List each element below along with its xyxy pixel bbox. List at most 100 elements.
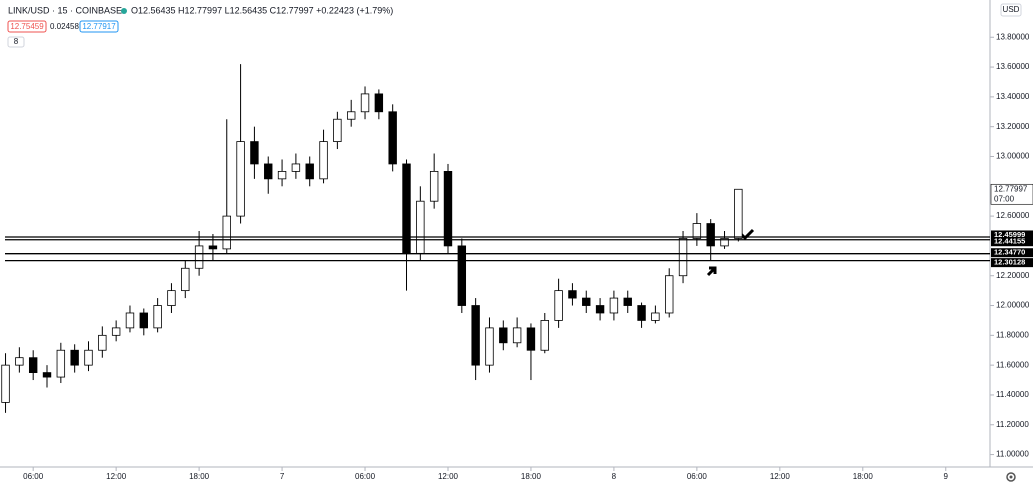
sell-box[interactable] (7, 20, 47, 33)
last-price-tag (990, 183, 1033, 205)
candle-body (333, 118, 342, 142)
candle-body (28, 357, 38, 373)
y-tick-label: 11.80000 (996, 330, 1029, 339)
candle-body (665, 275, 674, 314)
y-tick-label: 13.40000 (996, 92, 1030, 101)
symbol: LINK/USD · 15 · COINBASE (8, 5, 122, 15)
y-tick-label: 13.20000 (996, 122, 1030, 131)
y-tick-label: 11.20000 (996, 420, 1029, 429)
candle-body (443, 170, 453, 247)
candle-body (264, 163, 273, 180)
countdown: 07:00 (994, 194, 1015, 203)
candle-body (319, 141, 328, 180)
x-tick-label: 18:00 (521, 472, 542, 481)
currency-box[interactable] (1000, 3, 1022, 17)
candle-body (291, 163, 301, 172)
candle-body (42, 372, 52, 378)
level-label: 12.44155 (994, 237, 1025, 246)
last-price-label: 12.77997 (994, 184, 1028, 193)
x-tick-label: 12:00 (438, 472, 459, 481)
y-tick-label: 13.80000 (996, 32, 1030, 41)
candle-body (111, 327, 121, 336)
x-tick-label: 18:00 (853, 472, 874, 481)
x-tick-label: 06:00 (687, 472, 708, 481)
level-tag (991, 230, 1033, 240)
candle-body (416, 200, 425, 254)
settings-icon[interactable] (1006, 472, 1016, 482)
ohlc: O12.56435 H12.77997 L12.56435 C12.77997 … (131, 5, 393, 15)
candle-body (678, 238, 688, 277)
candle-body (526, 327, 536, 351)
level-label: 12.45999 (994, 230, 1025, 239)
candle-body (457, 245, 467, 306)
candle-body (595, 305, 605, 314)
candle-body (388, 111, 397, 165)
x-tick-label: 06:00 (23, 472, 44, 481)
x-tick-label: 8 (612, 472, 617, 481)
candle-body (554, 290, 563, 321)
candle-body (15, 357, 24, 366)
y-tick-label: 13.60000 (996, 62, 1030, 71)
buy-box[interactable] (79, 20, 119, 33)
candle-body (499, 327, 508, 344)
candle-body (56, 349, 66, 378)
candle-body (305, 163, 314, 180)
candle-body (706, 223, 715, 247)
level-tag (991, 237, 1033, 247)
candle-body (637, 305, 646, 321)
candle-body (485, 327, 494, 366)
candle-body (651, 312, 660, 321)
candle-body (277, 170, 287, 180)
candle-body (568, 290, 577, 299)
x-tick-label: 9 (944, 472, 949, 481)
candle-body (734, 188, 743, 239)
spread: 0.02458 (50, 22, 79, 31)
x-tick-label: 18:00 (189, 472, 210, 481)
indicator-count: 8 (14, 37, 19, 46)
candle-body (236, 141, 245, 217)
x-tick-label: 06:00 (355, 472, 376, 481)
y-tick-label: 11.00000 (996, 450, 1029, 459)
y-tick-label: 11.60000 (996, 360, 1029, 369)
y-tick-label: 12.00000 (996, 301, 1030, 310)
candle-body (98, 334, 107, 351)
y-tick-label: 12.20000 (996, 271, 1030, 280)
candle-body (429, 170, 439, 202)
candle-body (125, 312, 135, 329)
candle-body (194, 245, 204, 269)
candle-body (540, 320, 549, 351)
candle-body (181, 267, 190, 292)
indicators-toggle[interactable] (7, 36, 25, 48)
level-label: 12.34770 (994, 248, 1025, 257)
candle-body (471, 305, 480, 366)
x-tick-label: 12:00 (106, 472, 127, 481)
candle-body (360, 93, 370, 113)
currency: USD (1003, 5, 1020, 14)
level-tag (991, 248, 1033, 258)
candle-body (167, 290, 176, 306)
candle-body (346, 111, 356, 120)
candle-body (250, 141, 259, 165)
y-tick-label: 13.00000 (996, 152, 1030, 161)
candle-body (70, 349, 79, 366)
candle-body (512, 327, 522, 344)
arrow-annotation (706, 266, 717, 277)
y-tick-label: 12.60000 (996, 211, 1030, 220)
candle-body (582, 297, 591, 306)
buy-price: 12.77917 (82, 22, 116, 31)
candle-body (139, 312, 149, 329)
candle-body (374, 93, 384, 113)
candle-body (84, 349, 93, 366)
level-tag (991, 258, 1033, 268)
status-dot (121, 8, 127, 14)
level-label: 12.30128 (994, 258, 1025, 267)
candle-body (1, 364, 10, 403)
candle-body (692, 223, 702, 239)
x-tick-label: 12:00 (770, 472, 791, 481)
x-tick-label: 7 (280, 472, 285, 481)
candle-body (623, 297, 632, 306)
candle-body (609, 297, 619, 314)
candle-body (720, 238, 729, 247)
